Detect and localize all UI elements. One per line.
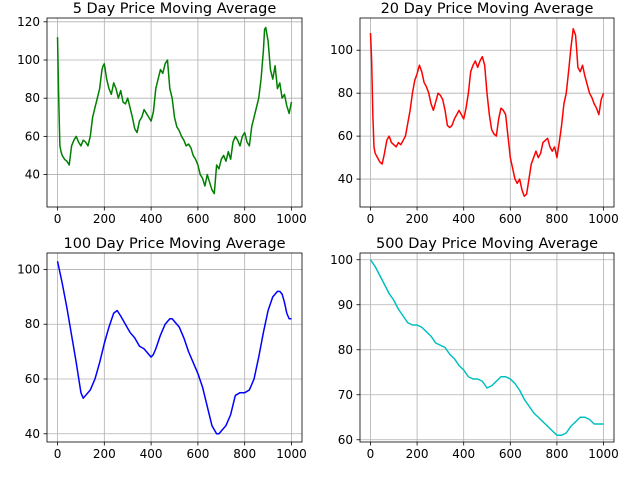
y-tick-label: 90 bbox=[338, 298, 353, 312]
x-tick-label: 0 bbox=[367, 447, 375, 461]
x-tick-label: 600 bbox=[499, 447, 522, 461]
chart-panel-3: 0 200 400 600 800 1000 40 60 80 100 100 Day Price … bbox=[17, 236, 307, 461]
x-tick-label: 1000 bbox=[276, 447, 307, 461]
y-tick-label: 100 bbox=[330, 43, 353, 57]
y-tick-label: 60 bbox=[25, 372, 40, 386]
x-tick-label: 400 bbox=[140, 447, 163, 461]
x-tick-label: 600 bbox=[499, 212, 522, 226]
plot-area bbox=[360, 253, 614, 442]
series-line bbox=[56, 26, 293, 195]
x-tick-label: 400 bbox=[452, 212, 475, 226]
y-tick-label: 80 bbox=[338, 86, 353, 100]
y-tick-label: 80 bbox=[25, 91, 40, 105]
y-tick-label: 100 bbox=[17, 53, 40, 67]
y-tick-label: 40 bbox=[25, 168, 40, 182]
x-tick-label: 400 bbox=[140, 212, 163, 226]
axes-frame bbox=[46, 252, 303, 443]
x-tick-label: 800 bbox=[233, 212, 256, 226]
y-tick-label: 60 bbox=[25, 129, 40, 143]
x-tick-label: 200 bbox=[406, 447, 429, 461]
chart-panel-2: 0 200 400 600 800 1000 40 60 80 100 20 Day Price M… bbox=[330, 1, 619, 226]
chart-title: 20 Day Price Moving Average bbox=[381, 1, 594, 17]
x-tick-label: 400 bbox=[452, 447, 475, 461]
x-tick-label: 0 bbox=[367, 212, 375, 226]
y-tick-label: 80 bbox=[338, 343, 353, 357]
chart-title: 100 Day Price Moving Average bbox=[63, 236, 285, 252]
axes-frame bbox=[46, 17, 303, 208]
axes-frame bbox=[359, 17, 615, 208]
y-tick-label: 120 bbox=[17, 15, 40, 29]
chart-title: 5 Day Price Moving Average bbox=[73, 1, 277, 17]
x-tick-label: 600 bbox=[186, 212, 209, 226]
y-tick-label: 80 bbox=[25, 317, 40, 331]
series-line bbox=[369, 27, 605, 198]
x-tick-label: 1000 bbox=[276, 212, 307, 226]
x-tick-label: 200 bbox=[93, 212, 116, 226]
chart-title: 500 Day Price Moving Average bbox=[376, 236, 598, 252]
x-tick-label: 1000 bbox=[588, 212, 619, 226]
x-tick-label: 800 bbox=[545, 212, 568, 226]
axes-frame bbox=[359, 252, 615, 443]
series-line bbox=[56, 261, 292, 435]
x-tick-label: 600 bbox=[186, 447, 209, 461]
x-tick-label: 200 bbox=[93, 447, 116, 461]
x-tick-label: 0 bbox=[54, 447, 62, 461]
chart-panel-1: 0 200 400 600 800 1000 40 60 80 100 120 5 Day Price… bbox=[17, 1, 307, 226]
x-tick-label: 800 bbox=[233, 447, 256, 461]
x-tick-label: 1000 bbox=[588, 447, 619, 461]
plot-area bbox=[47, 253, 302, 442]
x-tick-label: 0 bbox=[54, 212, 62, 226]
x-tick-label: 200 bbox=[406, 212, 429, 226]
y-tick-label: 40 bbox=[25, 427, 40, 441]
series-line bbox=[369, 259, 604, 436]
y-tick-label: 60 bbox=[338, 129, 353, 143]
y-tick-label: 40 bbox=[338, 172, 353, 186]
chart-panel-4: 0 200 400 600 800 1000 60 70 80 90 100 500 Day Pric… bbox=[330, 236, 619, 461]
y-tick-label: 100 bbox=[17, 262, 40, 276]
x-tick-label: 800 bbox=[545, 447, 568, 461]
plot-area bbox=[360, 18, 614, 207]
y-tick-label: 70 bbox=[338, 388, 353, 402]
y-tick-label: 100 bbox=[330, 253, 353, 267]
y-tick-label: 60 bbox=[338, 433, 353, 447]
